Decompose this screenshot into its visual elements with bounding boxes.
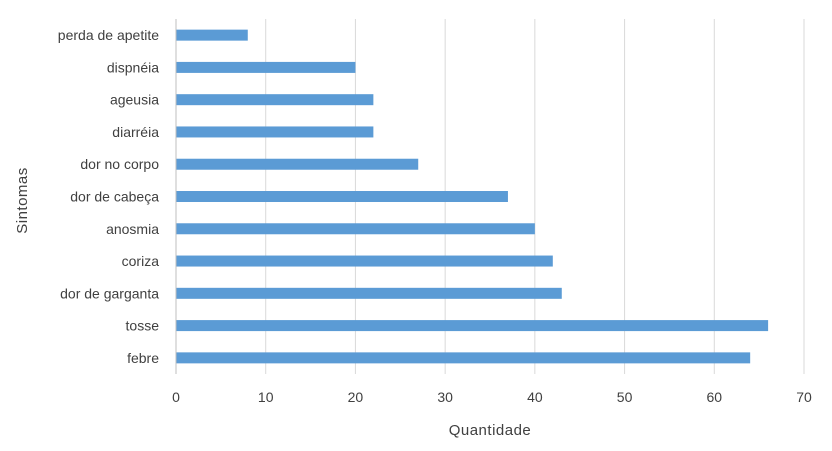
bar-diarréia — [176, 126, 374, 138]
category-label: febre — [127, 350, 159, 366]
y-axis-title: Sintomas — [14, 167, 31, 234]
x-tick-label: 20 — [348, 389, 364, 405]
bar-dor-de-garganta — [176, 287, 562, 299]
x-tick-label: 70 — [796, 389, 812, 405]
x-tick-labels: 0 10 20 30 40 50 60 70 — [172, 389, 812, 405]
bar-dispnéia — [176, 61, 356, 73]
x-tick-label: 10 — [258, 389, 274, 405]
category-label: dor de cabeça — [70, 189, 159, 205]
category-label: tosse — [126, 318, 160, 334]
category-label: perda de apetite — [58, 27, 159, 43]
category-label: ageusia — [110, 92, 159, 108]
category-label: dor no corpo — [80, 156, 159, 172]
bar-ageusia — [176, 94, 374, 106]
x-tick-label: 30 — [437, 389, 453, 405]
x-axis-title: Quantidade — [449, 422, 532, 439]
bar-febre — [176, 352, 751, 364]
bars — [176, 29, 769, 364]
category-label: diarréia — [112, 124, 159, 140]
x-tick-label: 50 — [617, 389, 633, 405]
bar-perda-de-apetite — [176, 29, 248, 41]
category-label: dor de garganta — [60, 285, 159, 301]
x-tick-label: 0 — [172, 389, 180, 405]
bar-tosse — [176, 320, 769, 332]
bar-dor-de-cabeça — [176, 191, 508, 202]
bar-dor-no-corpo — [176, 158, 419, 170]
x-tick-label: 60 — [706, 389, 722, 405]
category-labels: febre tosse dor de garganta coriza anosmia do… — [58, 27, 159, 366]
bar-coriza — [176, 255, 553, 267]
bar-anosmia — [176, 223, 535, 235]
category-label: coriza — [122, 253, 160, 269]
category-label: dispnéia — [107, 59, 159, 75]
category-label: anosmia — [106, 221, 159, 237]
x-tick-label: 40 — [527, 389, 543, 405]
